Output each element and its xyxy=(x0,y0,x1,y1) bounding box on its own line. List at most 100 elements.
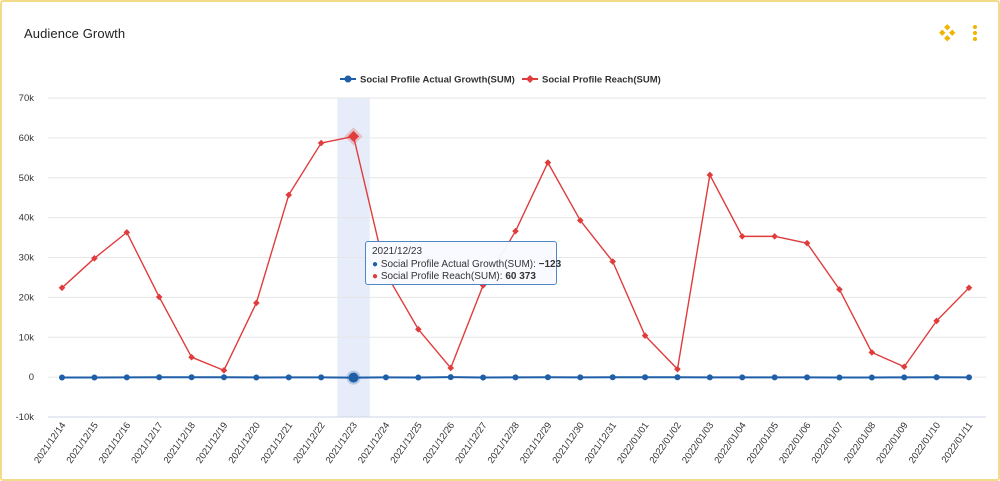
data-point-growth xyxy=(706,374,713,381)
legend-marker xyxy=(344,75,352,83)
legend-label-reach: Social Profile Reach(SUM) xyxy=(542,75,661,86)
x-tick-label: 2021/12/26 xyxy=(421,420,457,465)
data-point-growth xyxy=(512,374,519,381)
data-point-growth xyxy=(480,374,487,381)
x-tick-label: 2022/01/07 xyxy=(810,420,846,465)
x-tick-label: 2021/12/22 xyxy=(291,420,327,465)
data-point-growth xyxy=(966,374,972,381)
chart-tooltip: 2021/12/23 ● Social Profile Actual Growt… xyxy=(365,241,562,285)
data-point-growth xyxy=(188,374,195,381)
data-point-reach xyxy=(415,325,422,333)
tooltip-label-growth: Social Profile Actual Growth(SUM): xyxy=(380,258,539,270)
data-point-reach xyxy=(609,258,616,265)
card-title: Audience Growth xyxy=(24,26,126,41)
data-point-growth xyxy=(674,374,681,381)
data-point-reach xyxy=(868,349,876,356)
data-point-reach xyxy=(285,191,293,199)
y-tick-label: 0 xyxy=(29,372,34,383)
data-point-reach xyxy=(706,171,714,179)
data-point-reach xyxy=(317,139,325,147)
data-point-reach xyxy=(933,317,940,325)
data-point-growth xyxy=(348,372,359,383)
data-point-growth xyxy=(382,374,389,381)
x-tick-label: 2021/12/25 xyxy=(388,420,424,465)
data-point-reach xyxy=(91,254,98,262)
data-point-growth xyxy=(836,374,843,381)
layout-icon[interactable] xyxy=(938,24,956,42)
data-point-reach xyxy=(738,233,746,240)
data-point-reach xyxy=(900,363,908,371)
data-point-reach xyxy=(155,293,163,301)
y-tick-label: 40k xyxy=(19,213,35,224)
data-point-growth xyxy=(804,374,811,381)
data-point-growth xyxy=(415,374,422,381)
x-tick-label: 2021/12/17 xyxy=(129,420,165,465)
x-tick-label: 2021/12/20 xyxy=(227,420,263,465)
card-toolbar xyxy=(938,24,978,42)
data-point-growth xyxy=(91,374,98,381)
data-point-reach xyxy=(512,227,519,235)
y-tick-label: 20k xyxy=(19,292,35,303)
tooltip-label-reach: Social Profile Reach(SUM): xyxy=(380,271,506,282)
x-tick-label: 2021/12/14 xyxy=(32,420,68,465)
x-tick-label: 2021/12/16 xyxy=(97,420,133,465)
data-point-growth xyxy=(771,374,778,381)
data-point-reach xyxy=(576,217,584,224)
tooltip-value-reach: 60 373 xyxy=(505,271,536,282)
data-point-reach xyxy=(123,229,131,236)
data-point-growth xyxy=(59,374,65,381)
y-tick-label: 70k xyxy=(19,93,35,104)
data-point-reach xyxy=(447,364,455,372)
data-point-reach xyxy=(188,353,195,361)
x-tick-label: 2022/01/02 xyxy=(648,420,684,465)
data-point-reach xyxy=(58,284,66,292)
data-point-reach xyxy=(253,299,260,307)
x-tick-label: 2022/01/01 xyxy=(615,420,651,465)
x-tick-label: 2021/12/24 xyxy=(356,420,392,465)
y-tick-label: 50k xyxy=(19,173,35,184)
data-point-reach xyxy=(479,282,487,289)
x-tick-label: 2022/01/05 xyxy=(745,420,781,465)
data-point-reach xyxy=(965,284,973,292)
data-point-reach xyxy=(836,286,843,293)
y-tick-label: -10k xyxy=(16,412,35,423)
tooltip-row-reach: ● Social Profile Reach(SUM): 60 373 xyxy=(372,271,536,282)
data-point-growth xyxy=(253,374,260,381)
data-point-growth xyxy=(447,374,454,381)
y-tick-label: 60k xyxy=(19,133,35,144)
data-point-growth xyxy=(577,374,584,381)
data-point-reach xyxy=(544,159,552,166)
data-point-growth xyxy=(285,374,292,381)
x-tick-label: 2021/12/18 xyxy=(162,420,198,465)
y-tick-label: 10k xyxy=(19,332,35,343)
x-tick-label: 2022/01/10 xyxy=(907,420,943,465)
x-tick-label: 2021/12/28 xyxy=(486,420,522,465)
y-tick-label: 30k xyxy=(19,253,35,264)
data-point-reach xyxy=(771,233,778,240)
data-point-growth xyxy=(739,374,746,381)
data-point-growth xyxy=(156,374,163,381)
more-vertical-icon[interactable] xyxy=(972,24,978,42)
x-tick-label: 2021/12/30 xyxy=(550,420,586,465)
x-tick-label: 2021/12/31 xyxy=(583,420,619,465)
data-point-growth xyxy=(933,374,940,381)
data-point-growth xyxy=(220,374,227,381)
x-tick-label: 2022/01/09 xyxy=(874,420,910,465)
data-point-reach xyxy=(641,332,649,339)
x-tick-label: 2021/12/21 xyxy=(259,420,295,465)
data-point-reach xyxy=(348,130,360,142)
data-point-growth xyxy=(123,374,130,381)
tooltip-title: 2021/12/23 xyxy=(372,246,423,257)
tooltip-row-growth: ● Social Profile Actual Growth(SUM): −12… xyxy=(372,258,562,270)
x-tick-label: 2021/12/29 xyxy=(518,420,554,465)
legend-label-growth: Social Profile Actual Growth(SUM) xyxy=(360,75,515,86)
x-tick-label: 2022/01/04 xyxy=(712,420,748,465)
data-point-reach xyxy=(674,365,681,373)
data-point-growth xyxy=(544,374,551,381)
legend-marker xyxy=(526,75,534,83)
data-point-growth xyxy=(642,374,649,381)
x-tick-label: 2021/12/19 xyxy=(194,420,230,465)
data-point-growth xyxy=(609,374,616,381)
